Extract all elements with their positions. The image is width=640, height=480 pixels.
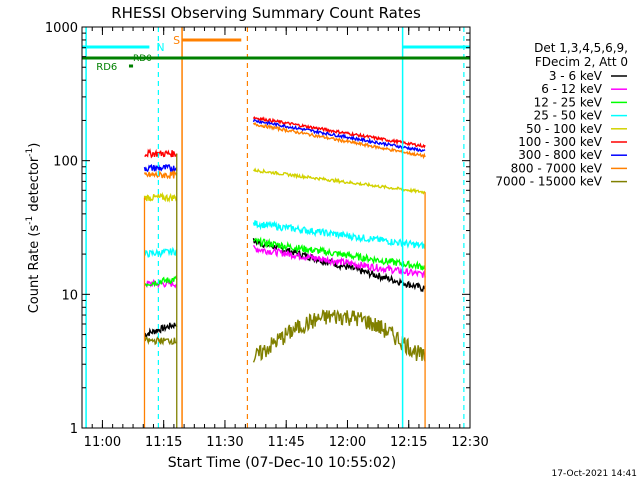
x-tick-label-4: 11:45: [267, 435, 304, 450]
series-line-1-interval-2: [252, 238, 426, 293]
y-tick-label-2: 10: [61, 288, 78, 303]
x-tick-label-3: 11:30: [206, 435, 243, 450]
x-tick-label-7: 12:30: [451, 435, 488, 450]
legend-label-9: 7000 - 15000 keV: [495, 175, 602, 189]
series-line-6-interval-1: [144, 148, 178, 159]
series-line-8-interval-1: [143, 169, 178, 180]
series-line-3-interval-1: [144, 275, 178, 288]
series-line-7-interval-2: [252, 118, 426, 153]
series-line-9-interval-1: [144, 336, 178, 346]
x-axis-label: Start Time (07-Dec-10 10:55:02): [168, 455, 396, 471]
legend-label-1: 3 - 6 keV: [549, 69, 603, 83]
legend-label-5: 50 - 100 keV: [526, 122, 603, 136]
series-line-6-interval-2: [252, 116, 426, 149]
legend-label-7: 300 - 800 keV: [518, 148, 602, 162]
series-line-8-interval-2: [252, 122, 426, 160]
legend-label-2: 6 - 12 keV: [541, 82, 603, 96]
x-tick-label-5: 12:00: [329, 435, 366, 450]
legend-label-8: 800 - 7000 keV: [511, 161, 603, 175]
x-tick-label-6: 12:15: [390, 435, 427, 450]
footer-date: 17-Oct-2021 14:41: [552, 469, 637, 479]
legend-label-4: 25 - 50 keV: [534, 109, 603, 123]
y-tick-label-1: 1: [70, 422, 78, 437]
series-line-4-interval-2: [252, 220, 426, 250]
series-line-2-interval-2: [252, 244, 426, 278]
x-tick-label-2: 11:15: [145, 435, 182, 450]
legend-label-6: 100 - 300 keV: [518, 135, 602, 149]
x-tick-label-1: 11:00: [84, 435, 121, 450]
y-axis-label: Count Rate (s-1 detector-1): [25, 143, 42, 314]
plot-area: NS RD0 RD6: [82, 27, 470, 428]
series-line-5-interval-1: [143, 191, 178, 203]
series-line-5-interval-2: [253, 167, 426, 195]
legend-header-line-1: Det 1,3,4,5,6,9,: [534, 41, 628, 55]
chart-title: RHESSI Observing Summary Count Rates: [111, 4, 421, 22]
series-line-7-interval-1: [143, 163, 178, 174]
series-line-3-interval-2: [253, 236, 426, 271]
series-line-9-interval-2: [252, 309, 426, 363]
legend-label-3: 12 - 25 keV: [534, 95, 603, 109]
rd6-flag-label: RD6: [96, 62, 117, 73]
series-line-4-interval-1: [143, 246, 178, 259]
rd0-flag-label: RD0: [133, 54, 152, 64]
y-tick-label-3: 100: [53, 155, 78, 170]
axes: 11:00 11:15 11:30 11:45 12:00 12:15 12:30 1 10 10…: [45, 21, 489, 450]
legend-header-line-2: FDecim 2, Att 0: [535, 55, 628, 69]
y-tick-label-4: 1000: [45, 21, 78, 36]
series-line-1-interval-1: [144, 322, 178, 339]
night-flag-label: N: [156, 41, 164, 54]
saa-flag-label: S: [173, 34, 180, 47]
legend: Det 1,3,4,5,6,9, FDecim 2, Att 0 3 - 6 k…: [495, 41, 628, 189]
